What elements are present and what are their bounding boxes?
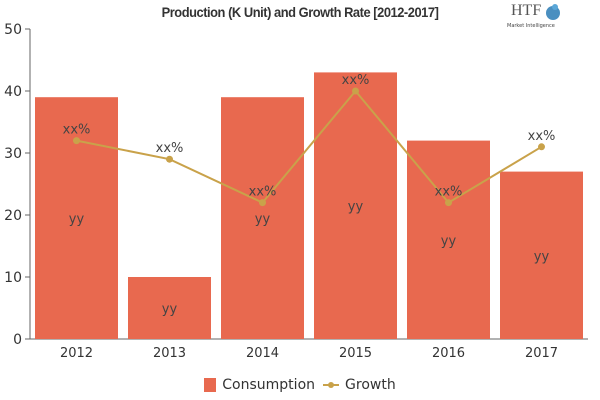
y-tick-label: 20 bbox=[4, 208, 22, 224]
bar-2017 bbox=[500, 171, 583, 339]
y-tick-label: 40 bbox=[4, 84, 22, 100]
x-tick-label: 2016 bbox=[432, 346, 465, 361]
y-tick-label: 50 bbox=[4, 22, 22, 38]
bar-data-label: yy bbox=[162, 302, 178, 317]
growth-point-2012 bbox=[73, 137, 80, 145]
bar-data-label: yy bbox=[534, 249, 550, 264]
bar-data-label: yy bbox=[255, 212, 271, 227]
y-tick-label: 0 bbox=[13, 332, 22, 348]
growth-point-2015 bbox=[352, 87, 359, 95]
x-tick-label: 2017 bbox=[525, 346, 558, 361]
bar-data-label: yy bbox=[348, 200, 364, 215]
growth-line bbox=[76, 89, 543, 204]
growth-point-2016 bbox=[445, 199, 452, 207]
legend-item-growth[interactable]: Growth bbox=[323, 377, 396, 393]
logo-subtext: Market Intelligence bbox=[507, 23, 555, 29]
bar-2013 bbox=[128, 277, 211, 339]
growth-point-2013 bbox=[166, 155, 173, 163]
htf-logo: HTF Market Intelligence bbox=[505, 2, 565, 32]
legend-label-consumption: Consumption bbox=[222, 377, 316, 393]
legend: Consumption Growth bbox=[0, 377, 600, 393]
legend-label-growth: Growth bbox=[345, 377, 396, 393]
growth-data-label: xx% bbox=[528, 129, 556, 144]
x-tick-label: 2015 bbox=[339, 346, 372, 361]
y-tick-label: 10 bbox=[4, 270, 22, 286]
x-tick-label: 2013 bbox=[153, 346, 186, 361]
growth-data-label: xx% bbox=[249, 185, 277, 200]
bar-data-label: yy bbox=[441, 234, 457, 249]
growth-data-label: xx% bbox=[156, 141, 184, 156]
x-tick-label: 2012 bbox=[60, 346, 93, 361]
growth-point-2014 bbox=[259, 199, 266, 207]
growth-data-label: xx% bbox=[435, 185, 463, 200]
legend-item-consumption[interactable]: Consumption bbox=[204, 377, 315, 393]
y-tick-label: 30 bbox=[4, 146, 22, 162]
growth-data-label: xx% bbox=[342, 73, 370, 88]
bar-2014 bbox=[221, 97, 304, 339]
growth-point-2017 bbox=[538, 143, 545, 151]
bar-data-label: yy bbox=[69, 212, 85, 227]
consumption-swatch bbox=[204, 378, 217, 392]
bar-2015 bbox=[314, 72, 397, 340]
x-tick-label: 2014 bbox=[246, 346, 279, 361]
bar-2016 bbox=[407, 140, 490, 339]
chart-title: Production (K Unit) and Growth Rate [201… bbox=[161, 4, 439, 20]
growth-swatch bbox=[323, 378, 340, 392]
growth-data-label: xx% bbox=[63, 123, 91, 138]
logo-text: HTF bbox=[511, 2, 542, 19]
logo-globe-icon bbox=[546, 4, 560, 20]
